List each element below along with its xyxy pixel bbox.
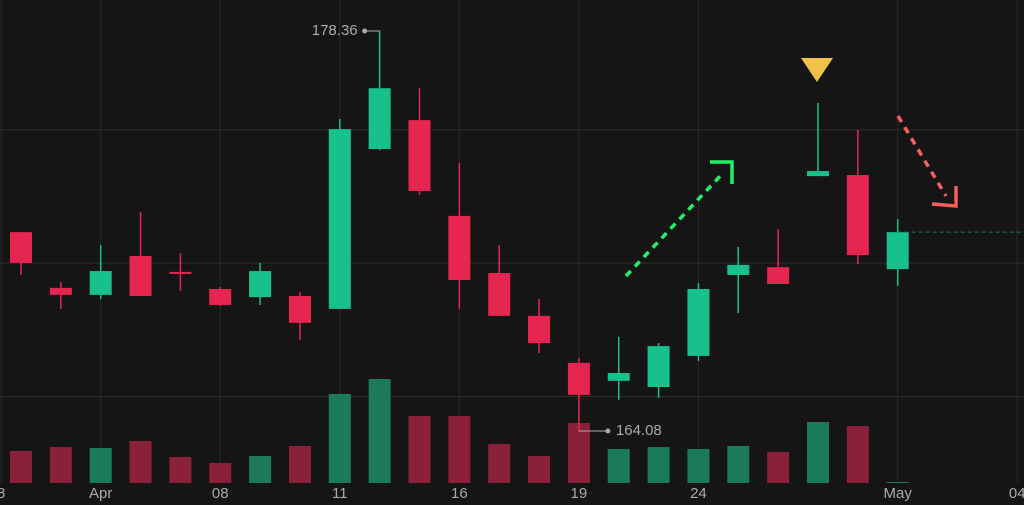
down-arrow [896,115,948,197]
candle-body [209,288,232,305]
volume-panel [10,379,909,483]
volume-bar [528,456,551,483]
candle-body [846,175,869,256]
volume-bar [129,441,152,483]
volume-bar [169,457,192,483]
x-tick-label: Apr [89,485,112,502]
x-tick-label: 08 [212,485,229,502]
candle-body [10,232,32,263]
x-tick-label: 24 [690,485,707,502]
volume-bar [767,452,790,483]
candle-body [288,295,311,323]
up-arrow-head [710,160,734,184]
candle-body [687,288,710,356]
candle-body [567,362,590,395]
volume-bar [567,423,590,483]
signal-triangle [801,58,833,82]
volume-bar [807,422,829,483]
volume-bar [448,416,471,483]
volume-bar [209,463,232,483]
candle-body [488,273,511,316]
candle-body [169,271,192,274]
candle-body [368,88,391,149]
high-label: 178.36 [312,22,358,39]
low-dot [605,428,611,434]
volume-bar [89,448,112,483]
candle-body [328,129,351,309]
x-tick-label: 19 [571,485,588,502]
volume-bar [727,446,750,483]
x-tick-label: 11 [332,485,348,502]
annotations: 178.36 164.08 [312,22,1024,439]
volume-bar [49,447,72,483]
volume-bar [249,456,272,483]
x-tick-label: May [884,485,913,502]
candle-body [89,271,112,295]
volume-bar [607,449,630,483]
volume-bar [488,444,511,483]
candle-body [767,267,790,284]
volume-bar [886,482,909,483]
candle-body [607,372,630,381]
volume-bar [647,447,670,483]
up-arrow [624,170,726,278]
x-tick-label: 04 [1009,485,1024,502]
candle-body [727,264,750,275]
candle-body [528,315,551,344]
candle-body [49,287,72,295]
x-tick-label: 16 [451,485,468,502]
volume-bar [408,416,431,483]
x-tick-label: 8 [0,485,5,502]
candle-body [408,120,431,191]
volume-bar [368,379,391,483]
volume-bar [846,426,869,483]
volume-bar [328,394,351,483]
candle-body [647,346,670,387]
candle-body [129,255,152,296]
down-arrow-head [931,186,958,208]
candle-body [886,232,909,270]
volume-bar [687,449,710,483]
volume-bar [10,451,32,483]
volume-bar [288,446,311,483]
candles [10,31,909,431]
candle-body [807,171,829,177]
high-dot [362,28,368,34]
candle-body [448,215,471,281]
candle-body [249,271,272,298]
low-label: 164.08 [616,422,662,439]
